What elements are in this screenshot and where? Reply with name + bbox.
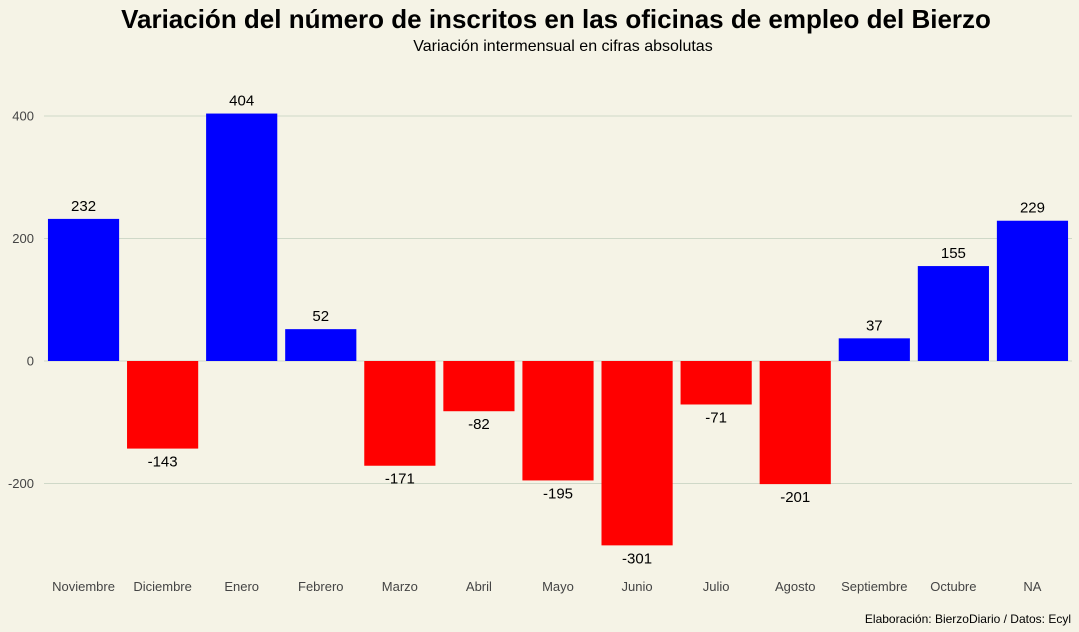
y-tick-label: 400: [12, 109, 34, 124]
data-label: -82: [468, 416, 490, 433]
x-axis-ticks: Noviembre Diciembre Enero Febrero Marzo Abril…: [52, 579, 1042, 594]
data-label: 155: [941, 245, 966, 262]
data-label: -143: [148, 454, 178, 471]
data-labels: 232 -143 404 52 -171 -82 -195 -301 -71 -201 37 155 2…: [71, 93, 1045, 568]
x-tick-label: Junio: [622, 579, 653, 594]
data-label: -171: [385, 471, 415, 488]
y-axis-ticks: -200 0 200 400: [8, 109, 34, 492]
y-tick-label: 200: [12, 231, 34, 246]
x-tick-label: Septiembre: [841, 579, 907, 594]
bar: [680, 361, 752, 405]
bar: [127, 361, 199, 449]
chart-caption: Elaboración: BierzoDiario / Datos: Ecyl: [865, 612, 1071, 626]
y-tick-label: -200: [8, 476, 34, 491]
x-tick-label: Mayo: [542, 579, 574, 594]
bars: [47, 113, 1069, 546]
bar: [996, 220, 1069, 361]
bar: [364, 361, 436, 466]
bar: [285, 329, 357, 361]
bar: [601, 361, 673, 546]
chart-subtitle: Variación intermensual en cifras absolut…: [413, 38, 712, 55]
bar: [443, 361, 515, 412]
bar: [47, 218, 120, 361]
x-tick-label: Noviembre: [52, 579, 115, 594]
bar: [522, 361, 594, 481]
chart-title: Variación del número de inscritos en las…: [121, 4, 991, 34]
data-label: 52: [312, 308, 329, 325]
x-tick-label: NA: [1023, 579, 1041, 594]
x-tick-label: Abril: [466, 579, 492, 594]
x-tick-label: Julio: [703, 579, 730, 594]
data-label: 404: [229, 93, 254, 110]
x-tick-label: Diciembre: [133, 579, 192, 594]
data-label: 37: [866, 317, 883, 334]
bar: [838, 338, 910, 361]
y-tick-label: 0: [27, 354, 34, 369]
x-tick-label: Enero: [224, 579, 259, 594]
bar: [206, 113, 278, 361]
data-label: -195: [543, 485, 573, 502]
data-label: -301: [622, 550, 652, 567]
x-tick-label: Febrero: [298, 579, 344, 594]
data-label: 232: [71, 198, 96, 215]
x-tick-label: Agosto: [775, 579, 815, 594]
bar: [917, 266, 989, 361]
x-tick-label: Octubre: [930, 579, 976, 594]
data-label: -201: [780, 489, 810, 506]
data-label: 229: [1020, 200, 1045, 217]
x-tick-label: Marzo: [382, 579, 418, 594]
data-label: -71: [705, 409, 727, 426]
bar: [759, 361, 831, 485]
